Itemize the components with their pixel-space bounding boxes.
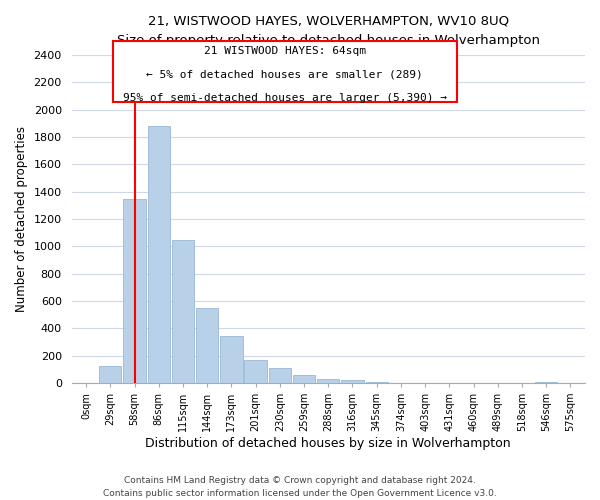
Text: Contains HM Land Registry data © Crown copyright and database right 2024.
Contai: Contains HM Land Registry data © Crown c… xyxy=(103,476,497,498)
Bar xyxy=(220,336,242,383)
Bar xyxy=(172,240,194,383)
FancyBboxPatch shape xyxy=(113,42,457,102)
Bar xyxy=(244,360,267,383)
Bar xyxy=(293,374,315,383)
Y-axis label: Number of detached properties: Number of detached properties xyxy=(15,126,28,312)
Text: 95% of semi-detached houses are larger (5,390) →: 95% of semi-detached houses are larger (… xyxy=(122,93,446,103)
Bar xyxy=(317,379,340,383)
Bar xyxy=(148,126,170,383)
Bar xyxy=(535,382,557,383)
Text: ← 5% of detached houses are smaller (289): ← 5% of detached houses are smaller (289… xyxy=(146,70,423,80)
Text: 21 WISTWOOD HAYES: 64sqm: 21 WISTWOOD HAYES: 64sqm xyxy=(203,46,365,56)
Bar xyxy=(124,198,146,383)
Bar xyxy=(365,382,388,383)
Bar xyxy=(196,308,218,383)
Title: 21, WISTWOOD HAYES, WOLVERHAMPTON, WV10 8UQ
Size of property relative to detache: 21, WISTWOOD HAYES, WOLVERHAMPTON, WV10 … xyxy=(117,15,540,47)
Bar xyxy=(341,380,364,383)
Bar xyxy=(99,366,121,383)
Bar xyxy=(269,368,291,383)
X-axis label: Distribution of detached houses by size in Wolverhampton: Distribution of detached houses by size … xyxy=(145,437,511,450)
